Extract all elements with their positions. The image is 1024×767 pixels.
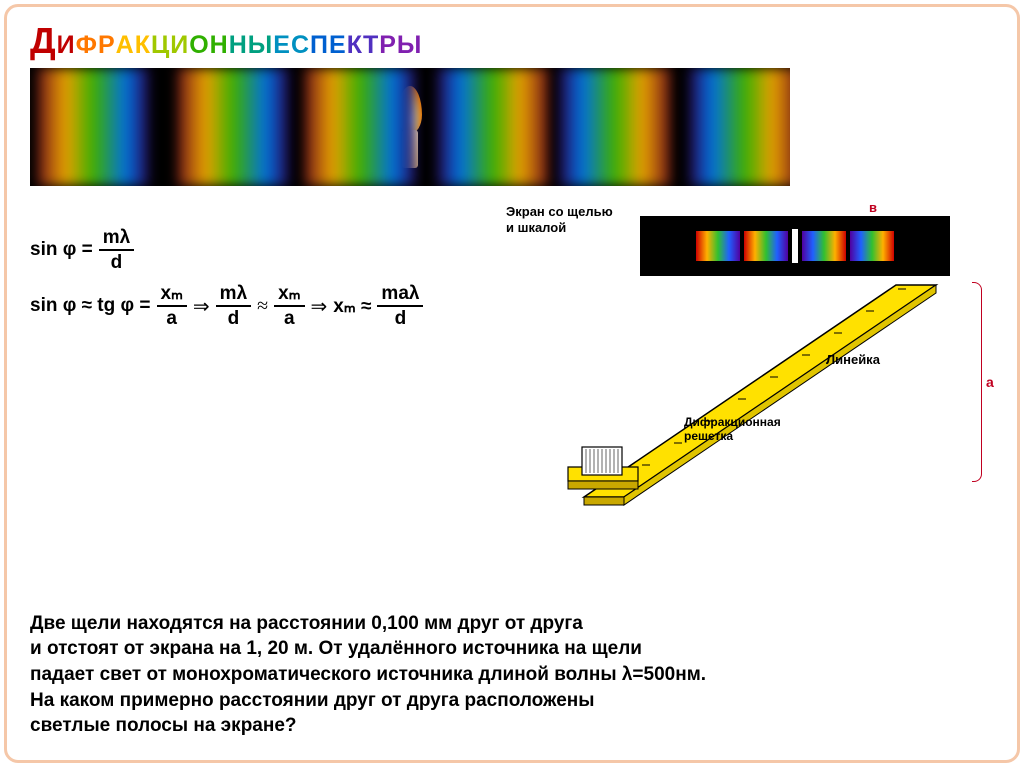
eq1-left: sin φ =: [30, 239, 93, 261]
screen-label: Экран со щельюи шкалой: [506, 204, 613, 235]
ruler-label: Линейка: [826, 352, 880, 367]
grating-label: Дифракционнаярешетка: [684, 416, 781, 444]
screen-with-slit: [640, 216, 950, 276]
diffraction-photo: [30, 68, 790, 186]
slide-title: Дифракционные спектры: [30, 20, 994, 62]
a-dimension: а: [972, 282, 994, 482]
ruler-assembly: [558, 279, 938, 509]
problem-text: Две щели находятся на расстоянии 0,100 м…: [30, 611, 970, 739]
apparatus-diagram: в Экран со щельюи шкалой: [488, 204, 978, 524]
formula-block: sin φ = mλ d sin φ ≈ tg φ = xₘa ⇒ mλd ≈ …: [30, 204, 460, 340]
